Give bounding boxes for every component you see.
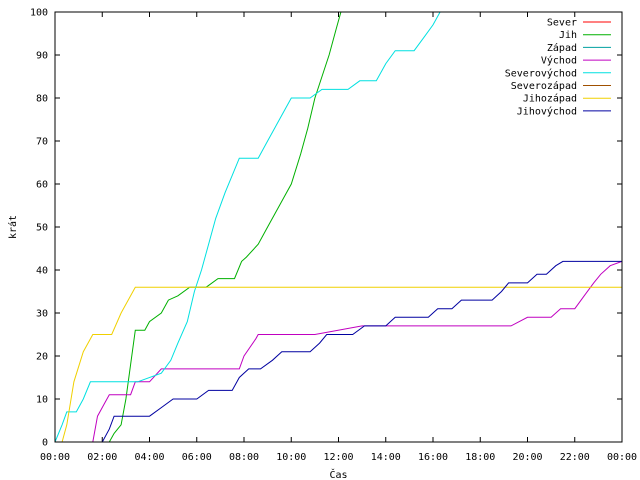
x-tick-label: 22:00 [560,452,590,463]
x-tick-label: 06:00 [182,452,212,463]
y-tick-label: 50 [36,223,48,234]
legend-label: Jihozápad [523,93,577,105]
y-tick-label: 60 [36,180,48,191]
x-tick-label: 18:00 [465,452,495,463]
y-axis-ticks: 0 10 20 30 40 50 60 70 80 90 100 [30,8,622,449]
y-tick-label: 40 [36,266,48,277]
x-tick-label: 16:00 [418,452,448,463]
series-line [54,11,441,443]
x-tick-label: 04:00 [134,452,164,463]
y-tick-label: 80 [36,94,48,105]
legend-label: Východ [541,55,577,67]
y-tick-label: 30 [36,309,48,320]
x-tick-label: 10:00 [276,452,306,463]
plot-frame [54,11,623,443]
x-axis-ticks: 00:00 02:00 04:00 06:00 08:00 10:00 12:00 14:00… [40,12,637,463]
legend-label: Jih [559,30,577,41]
y-tick-label: 70 [36,137,48,148]
y-axis-label: krát [7,215,19,239]
x-tick-label: 12:00 [323,452,353,463]
series-line [101,260,622,443]
series-line [108,11,342,443]
y-tick-label: 100 [30,8,48,19]
y-tick-label: 10 [36,395,48,406]
x-tick-label: 00:00 [40,452,70,463]
y-tick-label: 20 [36,352,48,363]
legend-label: Jihovýchod [517,105,577,117]
x-axis-label: Čas [329,468,347,480]
series-line [61,286,622,443]
x-tick-label: 14:00 [371,452,401,463]
series-lines [54,11,623,443]
x-tick-label: 08:00 [229,452,259,463]
legend-label: Severozápad [511,80,577,92]
series-line [55,260,623,443]
x-tick-label: 20:00 [512,452,542,463]
legend-label: Severovýchod [505,67,577,79]
legend: SeverJihZápadVýchodSeverovýchodSeverozáp… [505,18,611,117]
x-tick-label: 02:00 [87,452,117,463]
y-tick-label: 90 [36,51,48,62]
legend-label: Sever [547,18,577,29]
legend-label: Západ [547,42,577,54]
y-tick-label: 0 [42,438,48,449]
x-tick-label: 00:00 [607,452,637,463]
